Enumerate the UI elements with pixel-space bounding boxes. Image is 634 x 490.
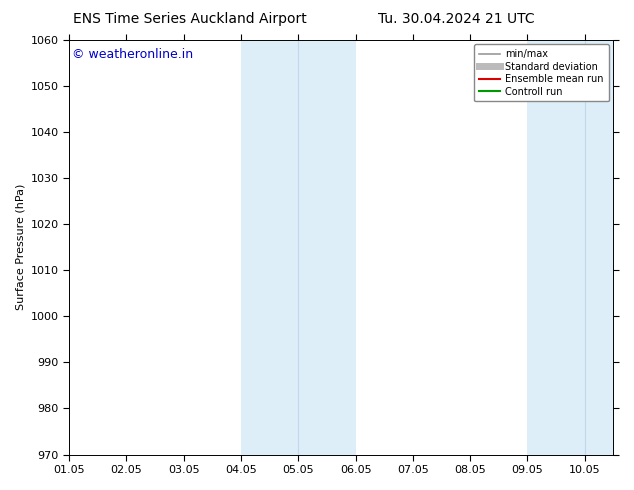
Text: © weatheronline.in: © weatheronline.in: [72, 48, 193, 61]
Text: Tu. 30.04.2024 21 UTC: Tu. 30.04.2024 21 UTC: [378, 12, 535, 26]
Bar: [241, 40, 356, 455]
Text: ENS Time Series Auckland Airport: ENS Time Series Auckland Airport: [74, 12, 307, 26]
Legend: min/max, Standard deviation, Ensemble mean run, Controll run: min/max, Standard deviation, Ensemble me…: [474, 45, 609, 101]
Y-axis label: Surface Pressure (hPa): Surface Pressure (hPa): [15, 184, 25, 310]
Bar: [527, 40, 614, 455]
